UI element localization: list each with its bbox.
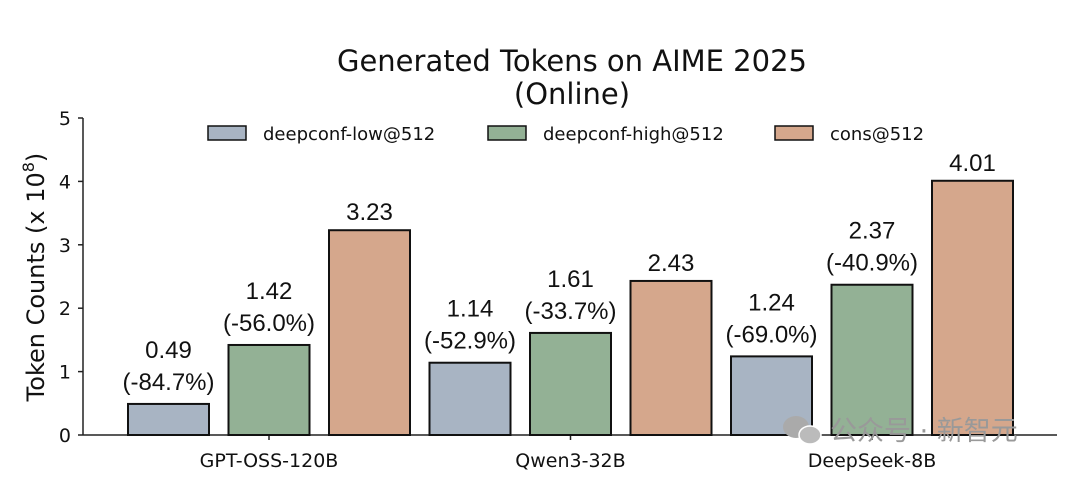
y-tick-label: 4 xyxy=(59,171,71,193)
watermark: 公众号 · 新智元 xyxy=(783,416,1018,447)
axes: 0 1 2 3 4 5 GPT-OSS-120B Qwen3-32B DeepSeek-8B xyxy=(59,108,1057,472)
chart-title: Generated Tokens on AIME 2025 xyxy=(337,44,807,78)
legend-label: deepconf-high@512 xyxy=(543,124,724,145)
bar-pct-label: (-33.7%) xyxy=(524,298,616,325)
bars: 0.49 (-84.7%) 1.14 (-52.9%) 1.24 (-69.0%) 1.42… xyxy=(122,150,1014,436)
x-tick-label: GPT-OSS-120B xyxy=(200,450,339,472)
legend: deepconf-low@512 deepconf-high@512 cons@51… xyxy=(207,124,924,145)
bar-value-label: 3.23 xyxy=(346,199,393,226)
bar-pct-label: (-52.9%) xyxy=(424,328,516,355)
legend-label: deepconf-low@512 xyxy=(263,124,435,145)
bar-value-label: 0.49 xyxy=(145,337,192,364)
bar xyxy=(629,279,713,436)
y-tick-label: 1 xyxy=(59,362,71,384)
bar xyxy=(529,331,612,436)
bar xyxy=(931,179,1014,436)
bar-pct-label: (-56.0%) xyxy=(223,310,315,337)
legend-swatch xyxy=(207,125,247,141)
bar xyxy=(227,343,311,436)
bar-value-label: 1.42 xyxy=(246,278,293,305)
bar-pct-label: (-40.9%) xyxy=(826,250,918,277)
bar xyxy=(428,361,512,436)
bar-value-label: 2.37 xyxy=(849,218,896,245)
bar xyxy=(328,229,411,436)
bar-value-label: 4.01 xyxy=(949,150,996,177)
bar xyxy=(830,283,914,436)
wechat-icon xyxy=(783,416,822,445)
y-axis-label: Token Counts (x 108) xyxy=(19,153,50,403)
bar-pct-label: (-69.0%) xyxy=(725,321,817,348)
x-tick-label: DeepSeek-8B xyxy=(808,450,937,472)
y-tick-label: 5 xyxy=(59,108,71,130)
chart-subtitle: (Online) xyxy=(514,77,630,111)
y-tick-label: 3 xyxy=(59,235,71,257)
bar-value-label: 1.61 xyxy=(547,266,594,293)
watermark-text: 公众号 · 新智元 xyxy=(830,416,1018,447)
bar xyxy=(127,402,210,436)
legend-swatch xyxy=(487,125,527,141)
bar-value-label: 2.43 xyxy=(648,250,695,277)
x-tick-label: Qwen3-32B xyxy=(515,450,625,472)
y-tick-label: 0 xyxy=(59,425,71,447)
bar-value-label: 1.14 xyxy=(447,296,494,323)
legend-swatch xyxy=(774,125,814,141)
legend-label: cons@512 xyxy=(830,124,924,145)
y-tick-label: 2 xyxy=(59,298,71,320)
bar-pct-label: (-84.7%) xyxy=(122,369,214,396)
bar-value-label: 1.24 xyxy=(748,289,795,316)
